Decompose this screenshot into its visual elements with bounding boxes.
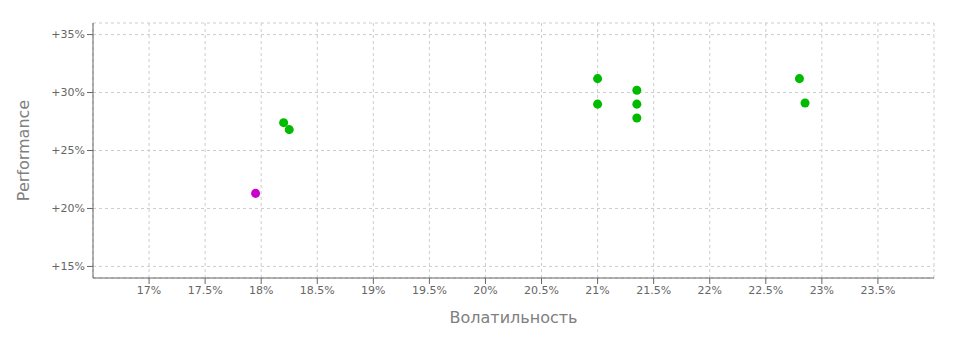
svg-text:23.5%: 23.5% (860, 284, 895, 297)
svg-text:+35%: +35% (51, 28, 85, 41)
svg-text:18%: 18% (249, 284, 273, 297)
svg-text:22.5%: 22.5% (748, 284, 783, 297)
svg-text:23%: 23% (810, 284, 834, 297)
svg-text:22%: 22% (698, 284, 722, 297)
svg-text:18.5%: 18.5% (300, 284, 335, 297)
svg-text:19.5%: 19.5% (412, 284, 447, 297)
svg-text:+25%: +25% (51, 144, 85, 157)
svg-text:Волатильность: Волатильность (450, 308, 578, 327)
svg-text:19%: 19% (361, 284, 385, 297)
svg-text:20%: 20% (473, 284, 497, 297)
svg-text:17.5%: 17.5% (188, 284, 223, 297)
svg-text:20.5%: 20.5% (524, 284, 559, 297)
svg-text:21%: 21% (585, 284, 609, 297)
svg-text:21.5%: 21.5% (636, 284, 671, 297)
svg-text:Performance: Performance (14, 100, 33, 201)
svg-text:+20%: +20% (51, 202, 85, 215)
svg-text:17%: 17% (137, 284, 161, 297)
svg-text:+15%: +15% (51, 260, 85, 273)
svg-text:+30%: +30% (51, 86, 85, 99)
